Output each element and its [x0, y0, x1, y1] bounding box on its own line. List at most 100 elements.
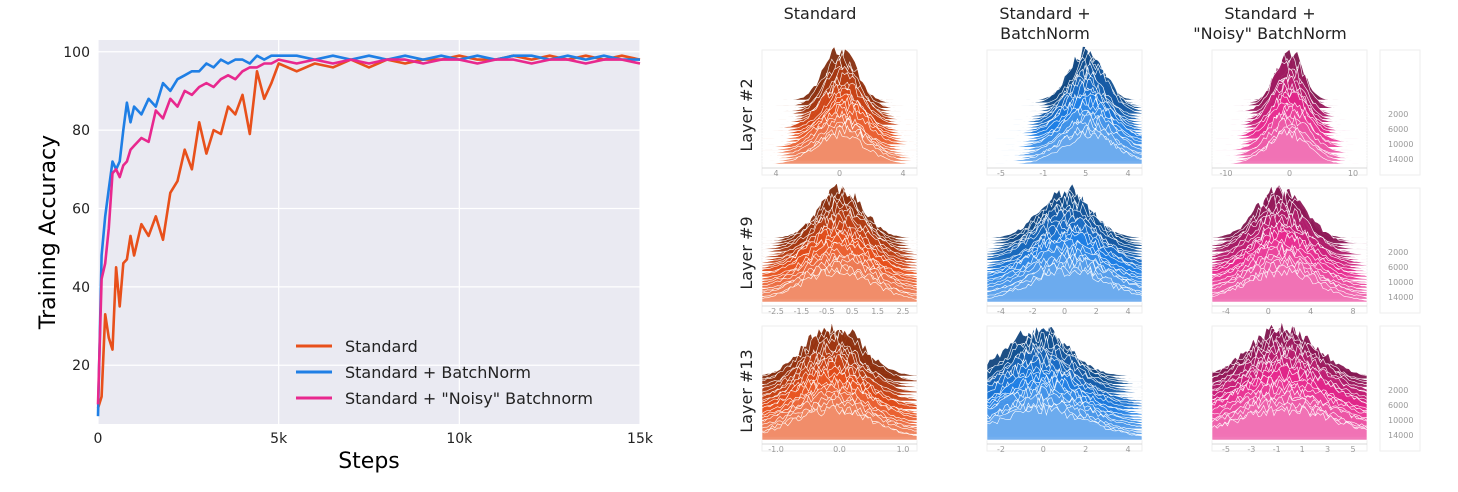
x-tick-label: 10k — [446, 431, 473, 447]
ridgeline-panel: -5 -3 -1 1 3 5 — [1211, 321, 1368, 454]
y-tick-label: 80 — [72, 123, 90, 139]
plot-area — [98, 40, 640, 424]
step-label: 14000 — [1388, 293, 1413, 302]
panel-tick-label: -2 — [997, 445, 1005, 454]
x-tick-label: 0 — [94, 431, 103, 447]
step-label: 6000 — [1388, 263, 1408, 272]
y-tick-label: 20 — [72, 358, 90, 374]
column-title: Standard + — [999, 4, 1090, 23]
ridgeline-panel: -1.0 0.0 1.0 — [761, 321, 918, 454]
panel-tick-label: -5 — [997, 169, 1005, 178]
panel-tick-label: -2 — [1029, 307, 1037, 316]
panel-tick-label: -2.5 — [768, 307, 784, 316]
step-label: 6000 — [1388, 125, 1408, 134]
y-tick-label: 40 — [72, 280, 90, 296]
panel-tick-label: 1 — [1300, 445, 1305, 454]
panel-tick-label: 4 — [773, 169, 778, 178]
series-line — [96, 58, 641, 405]
legend-label: Standard + "Noisy" Batchnorm — [345, 389, 593, 408]
panel-tick-label: 2 — [1094, 307, 1099, 316]
x-tick-label: 15k — [627, 431, 654, 447]
panel-tick-label: 5 — [1083, 169, 1088, 178]
ridge-layer — [761, 268, 918, 303]
ridgeline-panel: -4 -2 0 2 4 — [986, 183, 1143, 316]
ridgeline-panel: -4 0 4 8 — [1211, 184, 1368, 316]
step-label: 6000 — [1388, 401, 1408, 410]
panel-tick-label: 0 — [1041, 445, 1046, 454]
panel-tick-label: 10 — [1348, 169, 1358, 178]
column-title: BatchNorm — [1000, 24, 1090, 43]
step-label: 10000 — [1388, 416, 1413, 425]
y-axis-ticks: 20 40 60 80 100 — [63, 45, 90, 374]
panel-tick-label: -1.0 — [768, 445, 784, 454]
step-axis-panel — [1379, 325, 1421, 452]
ridgeline-panel: -10 0 10 — [1211, 48, 1368, 178]
column-title: "Noisy" BatchNorm — [1193, 24, 1346, 43]
x-axis-label: Steps — [338, 449, 400, 474]
step-label: 2000 — [1388, 110, 1408, 119]
column-title: Standard + — [1224, 4, 1315, 23]
step-label: 2000 — [1388, 386, 1408, 395]
step-label: 10000 — [1388, 278, 1413, 287]
panel-tick-label: -3 — [1247, 445, 1255, 454]
grid-lines — [97, 40, 641, 424]
legend: Standard Standard + BatchNorm Standard + "… — [296, 337, 593, 408]
series-lines — [96, 54, 641, 417]
step-axis-panel — [1379, 49, 1421, 176]
panel-tick-label: -1 — [1039, 169, 1047, 178]
panel-tick-label: 8 — [1350, 307, 1355, 316]
panel-tick-label: -1 — [1273, 445, 1281, 454]
y-tick-label: 100 — [63, 45, 90, 61]
panel-tick-label: 5 — [1350, 445, 1355, 454]
step-label: 10000 — [1388, 140, 1413, 149]
panel-tick-label: -4 — [997, 307, 1005, 316]
panel-tick-label: 0 — [1062, 307, 1067, 316]
panel-tick-label: 4 — [1125, 169, 1130, 178]
ridge-layer — [987, 130, 1143, 165]
panel-tick-label: 4 — [1308, 307, 1313, 316]
ridge-layer — [1212, 128, 1367, 165]
panel-tick-label: 4 — [1125, 307, 1130, 316]
panel-tick-label: 4 — [900, 169, 905, 178]
panel-tick-label: 1.0 — [897, 445, 910, 454]
ridgeline-panel: -2 0 2 4 — [986, 324, 1143, 454]
panel-tick-label: -1.5 — [794, 307, 810, 316]
x-tick-label: 5k — [270, 431, 288, 447]
ridge-layer — [761, 405, 918, 441]
y-axis-label: Training Accuracy — [36, 135, 61, 330]
ridgeline-panel: -2.5 -1.5 -0.5 0.5 1.5 2.5 — [761, 182, 918, 316]
panel-tick-label: 0 — [837, 169, 842, 178]
step-axis-panel — [1379, 187, 1421, 314]
column-title: Standard — [784, 4, 857, 23]
panel-tick-label: -10 — [1219, 169, 1232, 178]
training-accuracy-chart: 0 5k 10k 15k 20 40 60 80 100 Steps Training Acc… — [36, 40, 654, 474]
row-label: Layer #2 — [737, 78, 756, 151]
step-label: 14000 — [1388, 155, 1413, 164]
step-label: 14000 — [1388, 431, 1413, 440]
panel-tick-label: 1.5 — [871, 307, 884, 316]
ridge-layer — [761, 129, 918, 165]
panel-tick-label: 2 — [1083, 445, 1088, 454]
step-label: 2000 — [1388, 248, 1408, 257]
ridge-layer — [986, 267, 1143, 303]
x-axis-ticks: 0 5k 10k 15k — [94, 431, 654, 447]
panel-tick-label: 0.5 — [846, 307, 859, 316]
legend-label: Standard — [345, 337, 418, 356]
ridgeline-panel: -5 -1 5 4 — [986, 46, 1143, 178]
legend-label: Standard + BatchNorm — [345, 363, 531, 382]
series-line — [96, 54, 640, 417]
panel-tick-label: -0.5 — [819, 307, 835, 316]
panel-tick-label: 3 — [1325, 445, 1330, 454]
panel-tick-label: -4 — [1222, 307, 1230, 316]
panel-tick-label: 0 — [1287, 169, 1292, 178]
row-label: Layer #9 — [737, 216, 756, 289]
panel-tick-label: 2.5 — [897, 307, 910, 316]
ridge-layer — [1211, 267, 1368, 303]
panel-tick-label: 0.0 — [833, 445, 846, 454]
panel-tick-label: 4 — [1125, 445, 1130, 454]
row-label: Layer #13 — [737, 349, 756, 432]
y-tick-label: 60 — [72, 201, 90, 217]
ridge-layer — [986, 403, 1143, 441]
